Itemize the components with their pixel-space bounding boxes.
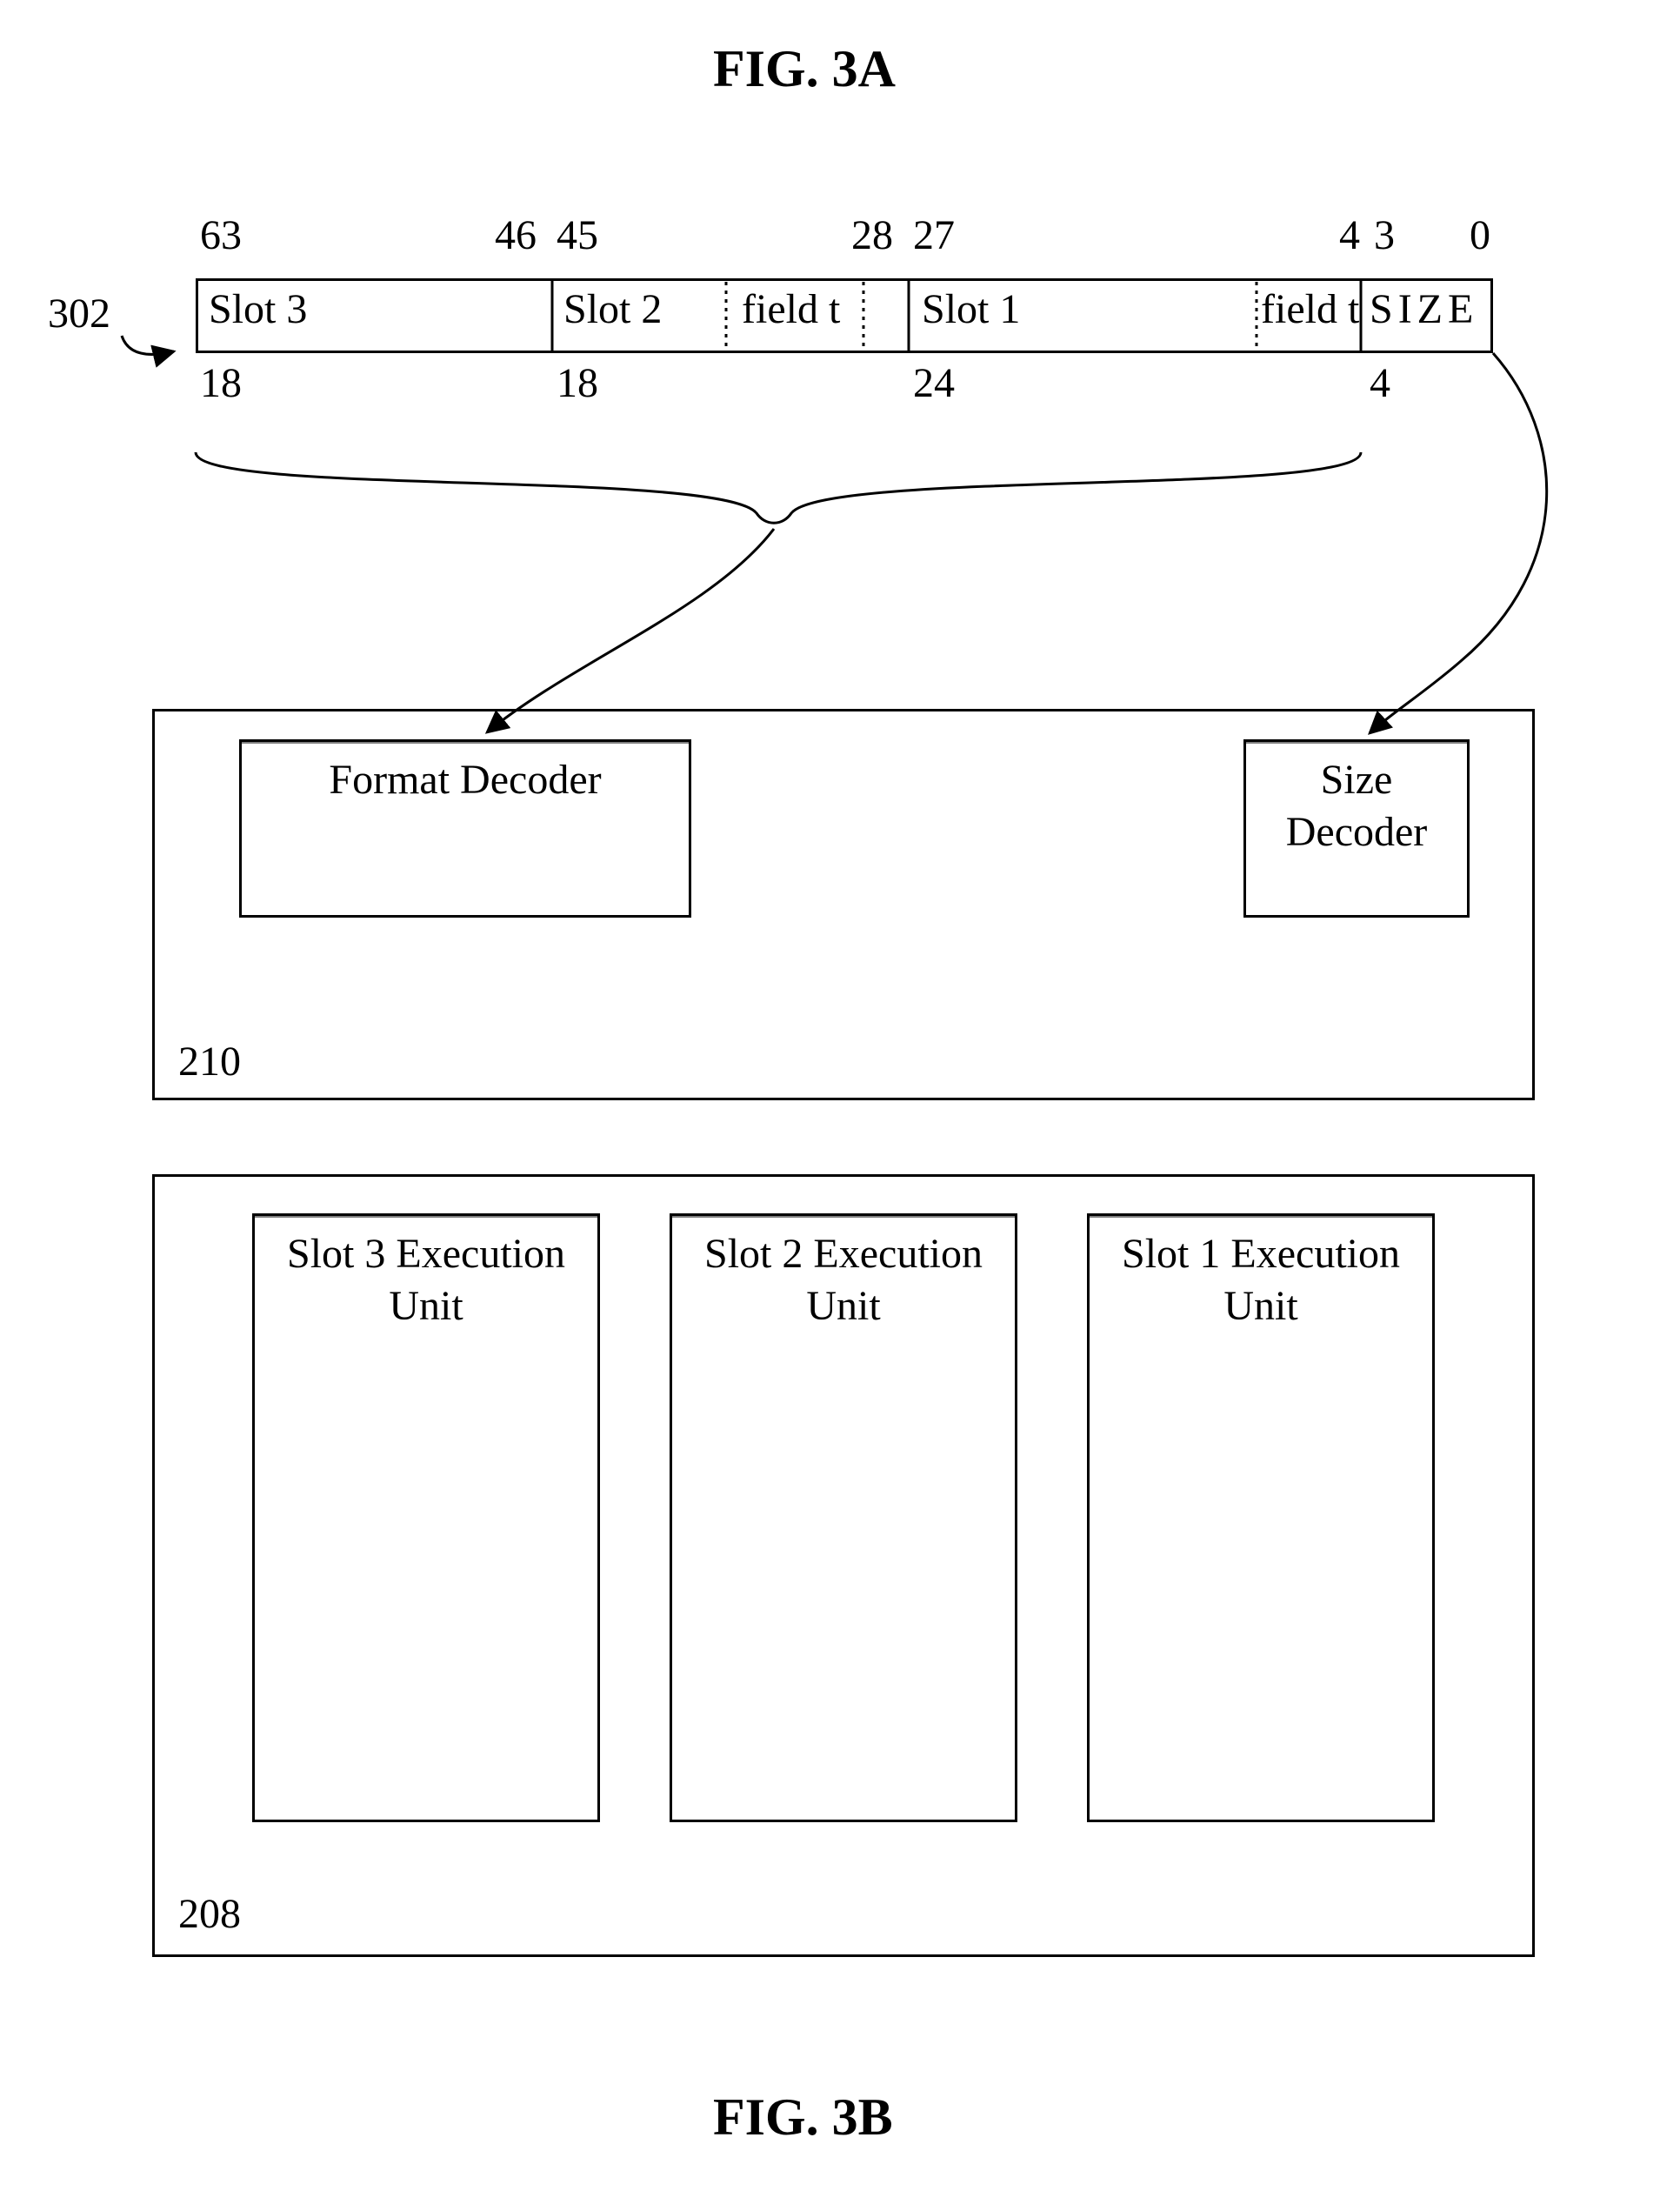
slot3-exec-unit-label: Slot 3 Execution Unit xyxy=(287,1216,565,1333)
bit-label-46: 46 xyxy=(495,213,537,259)
size-decoder: Size Decoder xyxy=(1243,739,1470,918)
figure-b-title: FIG. 3B xyxy=(713,2087,893,2148)
slot2-label: Slot 2 xyxy=(563,287,662,333)
bit-label-0: 0 xyxy=(1470,213,1490,259)
bit-label-4: 4 xyxy=(1339,213,1360,259)
group1-width: 24 xyxy=(913,361,955,407)
size-width: 4 xyxy=(1370,361,1390,407)
slot3-width: 18 xyxy=(200,361,242,407)
bit-label-27: 27 xyxy=(913,213,955,259)
slot3-exec-unit: Slot 3 Execution Unit xyxy=(252,1213,600,1822)
slot1-exec-unit: Slot 1 Execution Unit xyxy=(1087,1213,1435,1822)
bit-label-45: 45 xyxy=(557,213,598,259)
field-t2-label: field t xyxy=(742,287,840,333)
slot1-exec-unit-label: Slot 1 Execution Unit xyxy=(1122,1216,1400,1333)
ref-label-210: 210 xyxy=(178,1039,241,1085)
ref-label-302: 302 xyxy=(48,291,110,337)
bit-label-28: 28 xyxy=(851,213,893,259)
slot2-exec-unit: Slot 2 Execution Unit xyxy=(670,1213,1017,1822)
slot1-label: Slot 1 xyxy=(922,287,1020,333)
size-label: SIZE xyxy=(1370,287,1478,333)
figure-a-title: FIG. 3A xyxy=(713,39,896,99)
bit-label-63: 63 xyxy=(200,213,242,259)
format-decoder: Format Decoder xyxy=(239,739,691,918)
ref-label-208: 208 xyxy=(178,1892,241,1938)
group2-width: 18 xyxy=(557,361,598,407)
size-decoder-label: Size Decoder xyxy=(1286,742,1428,858)
format-decoder-label: Format Decoder xyxy=(329,742,601,806)
slot2-exec-unit-label: Slot 2 Execution Unit xyxy=(704,1216,983,1333)
slot3-label: Slot 3 xyxy=(209,287,307,333)
field-t1-label: field t xyxy=(1261,287,1359,333)
bit-label-3: 3 xyxy=(1374,213,1395,259)
